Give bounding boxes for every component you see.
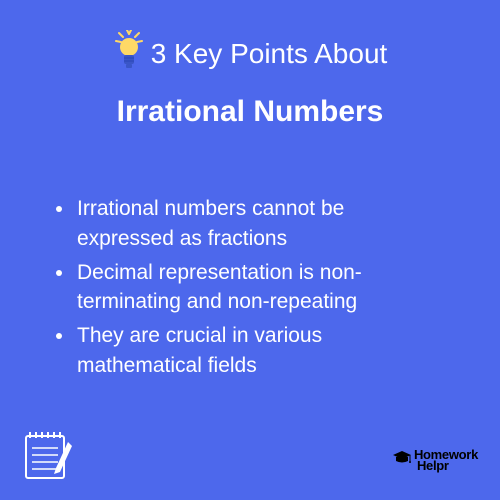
key-points-list: Irrational numbers cannot be expressed a… <box>75 194 445 381</box>
brand-text: Homework Helpr <box>414 449 478 472</box>
list-item: They are crucial in various mathematical… <box>75 321 445 381</box>
list-item: Irrational numbers cannot be expressed a… <box>75 194 445 254</box>
title-line: 3 Key Points About <box>0 30 500 77</box>
brand-line2: Helpr <box>417 460 478 472</box>
title-text: 3 Key Points About <box>151 38 388 70</box>
notepad-icon <box>20 424 78 482</box>
header: 3 Key Points About Irrational Numbers <box>0 0 500 129</box>
brand-logo: Homework Helpr <box>392 449 478 472</box>
list-item: Decimal representation is non-terminatin… <box>75 258 445 318</box>
subject-heading: Irrational Numbers <box>0 95 500 129</box>
graduation-cap-icon <box>392 450 412 471</box>
lightbulb-icon <box>113 30 145 77</box>
